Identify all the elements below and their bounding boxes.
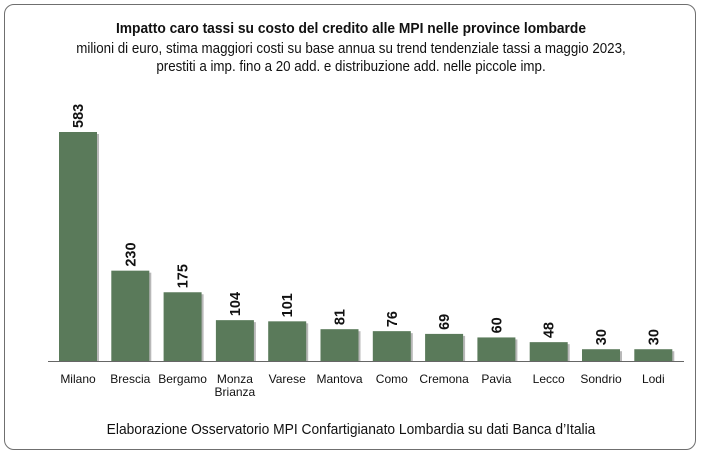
- chart-frame: [4, 4, 696, 450]
- bar-varese: [268, 321, 307, 361]
- data-label: 76: [385, 311, 401, 327]
- bar-monza-brianza: [215, 320, 254, 361]
- bar-brescia: [111, 270, 150, 361]
- bar-como: [372, 331, 411, 361]
- bar-milano: [59, 132, 97, 361]
- data-label: 69: [437, 314, 453, 330]
- subtitle-line-2: prestiti a imp. fino a 20 add. e distrib…: [156, 59, 546, 75]
- data-label: 230: [123, 242, 139, 266]
- bar-lodi: [634, 349, 673, 361]
- category-label: Como: [376, 372, 408, 386]
- data-label: 101: [280, 293, 296, 317]
- category-label: Cremona: [419, 372, 469, 386]
- category-label: Varese: [269, 372, 306, 386]
- data-label: 81: [333, 309, 349, 325]
- category-label: Brescia: [110, 372, 150, 386]
- data-label: 30: [646, 329, 662, 345]
- category-label: Monza Brianza: [215, 372, 256, 399]
- bar-sondrio: [582, 349, 620, 361]
- data-label: 104: [228, 292, 244, 316]
- chart-title: Impatto caro tassi su costo del credito …: [115, 20, 587, 37]
- bar-pavia: [477, 337, 516, 361]
- data-label: 583: [71, 104, 87, 128]
- bar-mantova: [320, 329, 359, 361]
- category-label: Sondrio: [580, 372, 622, 386]
- bar-bergamo: [163, 292, 202, 361]
- data-label: 60: [489, 317, 505, 333]
- category-label: Mantova: [316, 372, 362, 386]
- category-label: Bergamo: [158, 372, 207, 386]
- chart-subtitle: milioni di euro, stima maggiori costi su…: [28, 40, 674, 76]
- data-label: 48: [542, 322, 558, 338]
- category-label: Lecco: [533, 372, 565, 386]
- category-label: Lodi: [642, 372, 665, 386]
- category-label: Pavia: [481, 372, 511, 386]
- bar-cremona: [425, 333, 464, 361]
- bar-lecco: [529, 342, 568, 361]
- category-label: Milano: [60, 372, 96, 386]
- subtitle-line-1: milioni di euro, stima maggiori costi su…: [76, 41, 626, 57]
- source-note: Elaborazione Osservatorio MPI Confartigi…: [106, 421, 596, 438]
- data-label: 30: [594, 329, 610, 345]
- data-label: 175: [176, 264, 192, 288]
